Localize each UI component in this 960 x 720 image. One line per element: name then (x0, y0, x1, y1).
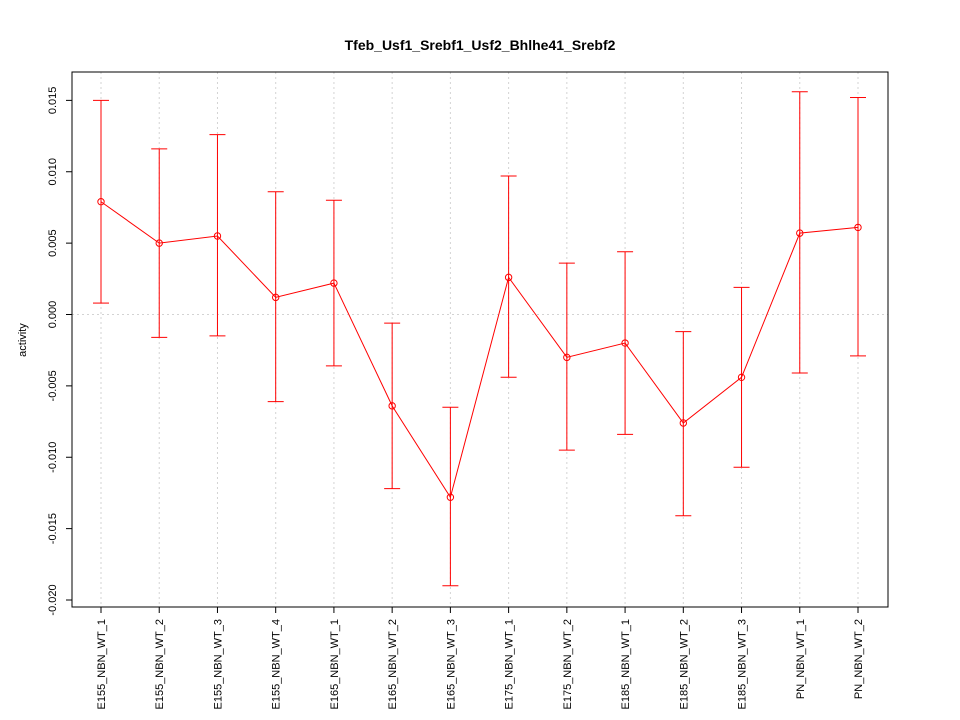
y-axis-title: activity (17, 323, 29, 357)
data-point (97, 198, 105, 206)
y-tick-label: -0.020 (47, 584, 59, 615)
chart-title: Tfeb_Usf1_Srebf1_Usf2_Bhlhe41_Srebf2 (345, 37, 616, 53)
x-tick-label: E175_NBN_WT_1 (504, 619, 516, 710)
x-tick-label: E165_NBN_WT_2 (387, 619, 399, 710)
data-point (854, 223, 862, 232)
x-tick-label: E165_NBN_WT_1 (329, 619, 341, 710)
data-point (388, 402, 396, 410)
data-point (737, 373, 746, 382)
data-point (796, 229, 804, 237)
y-tick-label: -0.005 (47, 370, 59, 401)
x-tick-label: E165_NBN_WT_3 (445, 619, 457, 710)
x-tick-label: E155_NBN_WT_1 (96, 619, 108, 710)
x-tick-label: E185_NBN_WT_1 (620, 619, 632, 710)
y-tick-label: 0.010 (47, 158, 59, 186)
data-point (213, 232, 222, 240)
data-point (155, 239, 163, 247)
y-tick-label: -0.010 (47, 442, 59, 473)
x-tick-label: E155_NBN_WT_2 (154, 619, 166, 710)
data-point (679, 419, 688, 427)
data-series (93, 91, 866, 587)
y-tick-label: -0.015 (47, 513, 59, 544)
plot-frame (71, 71, 889, 608)
y-tick-label: 0.000 (47, 301, 59, 329)
x-tick-label: PN_NBN_WT_2 (853, 619, 865, 699)
data-point (621, 339, 629, 347)
series-line (100, 201, 859, 499)
axes: -0.020 -0.015 -0.010 -0.005 0.000 0.005 0.010 0… (47, 87, 865, 710)
x-tick-label: E185_NBN_WT_2 (678, 619, 690, 710)
y-tick-label: 0.015 (47, 87, 59, 115)
data-point (504, 273, 513, 282)
x-tick-label: PN_NBN_WT_1 (795, 619, 807, 699)
data-point (271, 293, 280, 302)
x-tick-label: E185_NBN_WT_3 (737, 619, 749, 710)
x-tick-label: E175_NBN_WT_2 (562, 619, 574, 710)
data-point (563, 353, 571, 362)
x-tick-label: E155_NBN_WT_4 (271, 619, 283, 710)
grid-lines (72, 72, 888, 607)
y-tick-label: 0.005 (47, 229, 59, 257)
data-point (330, 279, 338, 287)
data-point (446, 493, 455, 501)
x-tick-label: E155_NBN_WT_3 (212, 619, 224, 710)
